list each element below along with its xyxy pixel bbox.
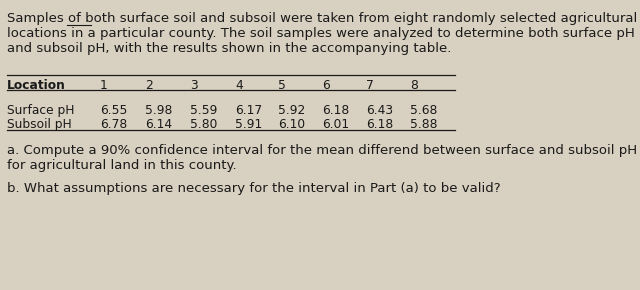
Text: 5: 5 [278,79,286,92]
Text: 6.10: 6.10 [278,118,305,131]
Text: 5.91: 5.91 [235,118,262,131]
Text: 8: 8 [410,79,418,92]
Text: 2: 2 [145,79,153,92]
Text: a. Compute a 90% confidence interval for the mean differend between surface and : a. Compute a 90% confidence interval for… [7,144,637,157]
Text: 6: 6 [322,79,330,92]
Text: 5.68: 5.68 [410,104,437,117]
Text: 7: 7 [366,79,374,92]
Text: 6.43: 6.43 [366,104,393,117]
Text: 1: 1 [100,79,108,92]
Text: 6.14: 6.14 [145,118,172,131]
Text: 6.78: 6.78 [100,118,127,131]
Text: locations in a particular county. The soil samples were analyzed to determine bo: locations in a particular county. The so… [7,27,635,40]
Text: 6.18: 6.18 [366,118,393,131]
Text: 5.92: 5.92 [278,104,305,117]
Text: 5.88: 5.88 [410,118,438,131]
Text: Subsoil pH: Subsoil pH [7,118,72,131]
Text: 4: 4 [235,79,243,92]
Text: 5.59: 5.59 [190,104,218,117]
Text: 5.98: 5.98 [145,104,172,117]
Text: 6.55: 6.55 [100,104,127,117]
Text: 6.18: 6.18 [322,104,349,117]
Text: for agricultural land in this county.: for agricultural land in this county. [7,159,237,172]
Text: 3: 3 [190,79,198,92]
Text: 5.80: 5.80 [190,118,218,131]
Text: Location: Location [7,79,66,92]
Text: Surface pH: Surface pH [7,104,74,117]
Text: and subsoil pH, with the results shown in the accompanying table.: and subsoil pH, with the results shown i… [7,42,451,55]
Text: 6.01: 6.01 [322,118,349,131]
Text: b. What assumptions are necessary for the interval in Part (a) to be valid?: b. What assumptions are necessary for th… [7,182,500,195]
Text: Samples of both surface soil and subsoil were taken from eight randomly selected: Samples of both surface soil and subsoil… [7,12,637,25]
Text: 6.17: 6.17 [235,104,262,117]
